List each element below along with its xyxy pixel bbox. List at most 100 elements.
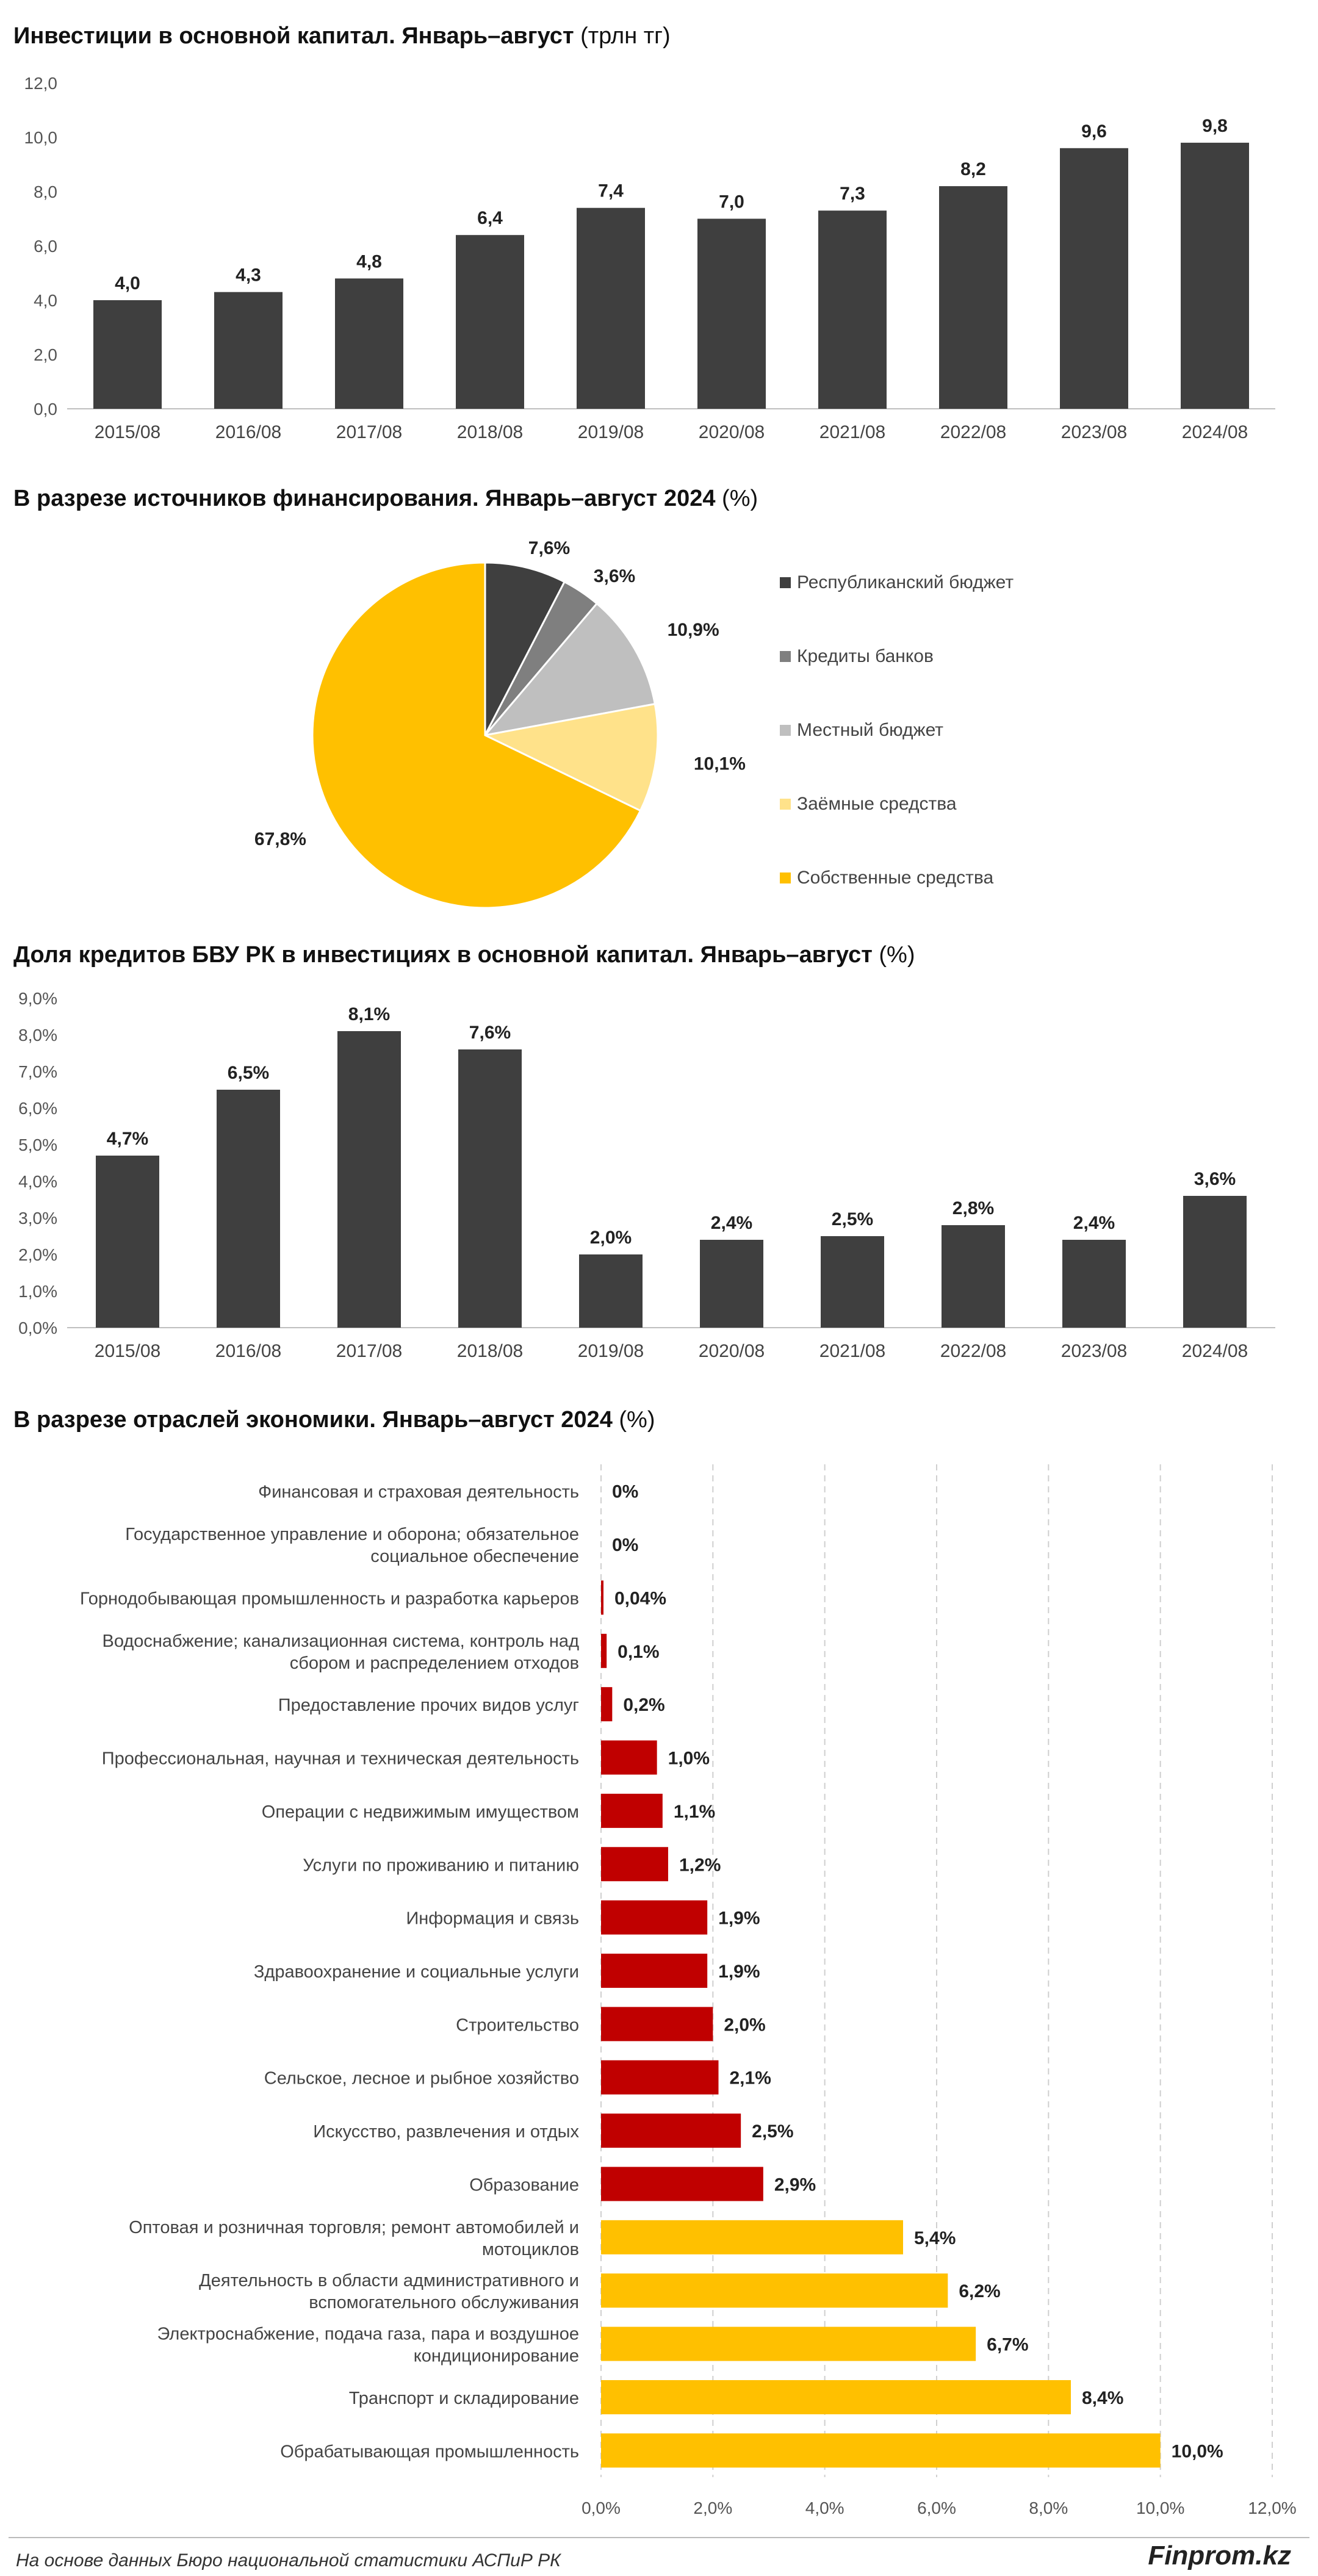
- bar: [601, 1580, 603, 1615]
- source-note: На основе данных Бюро национальной стати…: [16, 2550, 561, 2571]
- category-label: Услуги по проживанию и питанию: [303, 1855, 579, 1875]
- bar: [93, 300, 162, 409]
- x-tick-label: 2023/08: [1061, 422, 1127, 442]
- category-label: Горнодобывающая промышленность и разрабо…: [80, 1589, 579, 1608]
- bar: [601, 1633, 607, 1668]
- x-tick-label: 2015/08: [95, 1341, 160, 1361]
- bar: [217, 1090, 280, 1328]
- sources-panel: В разрезе источников финансирования. Янв…: [0, 476, 1318, 927]
- data-label: 1,2%: [679, 1855, 721, 1875]
- category-label: Сельское, лесное и рыбное хозяйство: [264, 2069, 579, 2089]
- bar: [601, 2114, 741, 2148]
- category-label: вспомогательного обслуживания: [309, 2293, 579, 2312]
- bar: [96, 1156, 159, 1328]
- x-tick-label: 2019/08: [578, 422, 644, 442]
- category-label: Образование: [469, 2175, 579, 2195]
- bar: [1181, 142, 1249, 409]
- x-tick-label: 10,0%: [1136, 2499, 1184, 2517]
- category-label: Финансовая и страховая деятельность: [258, 1483, 579, 1502]
- category-label: Операции с недвижимым имуществом: [262, 1802, 579, 1822]
- x-tick-label: 2024/08: [1182, 422, 1248, 442]
- data-label: 0,1%: [618, 1642, 659, 1662]
- data-label: 0,04%: [614, 1588, 666, 1608]
- category-label: Искусство, развлечения и отдых: [313, 2122, 579, 2142]
- slice-label: 10,1%: [694, 754, 746, 774]
- x-tick-label: 2018/08: [457, 422, 523, 442]
- bar: [214, 292, 283, 409]
- data-label: 2,9%: [774, 2175, 816, 2195]
- bar: [601, 2273, 948, 2308]
- bar: [579, 1254, 643, 1328]
- x-tick-label: 2022/08: [940, 422, 1006, 442]
- data-label: 9,8: [1202, 116, 1228, 136]
- y-tick-label: 2,0: [34, 345, 57, 364]
- legend-label: Заёмные средства: [797, 794, 957, 814]
- data-label: 0%: [612, 1482, 638, 1502]
- bar: [458, 1049, 522, 1328]
- category-label: Государственное управление и оборона; об…: [125, 1525, 579, 1544]
- data-label: 0,2%: [623, 1695, 664, 1715]
- bar: [1183, 1196, 1247, 1328]
- x-tick-label: 6,0%: [917, 2499, 956, 2517]
- legend-swatch: [780, 725, 791, 736]
- slice-label: 10,9%: [668, 620, 719, 640]
- y-tick-label: 4,0: [34, 291, 57, 310]
- legend-label: Собственные средства: [797, 868, 993, 888]
- data-label: 2,1%: [730, 2068, 771, 2089]
- bar: [601, 2060, 719, 2095]
- data-label: 5,4%: [914, 2228, 956, 2248]
- y-tick-label: 12,0: [24, 74, 58, 93]
- bar: [601, 2167, 763, 2201]
- data-label: 2,5%: [832, 1209, 873, 1229]
- bar: [601, 2380, 1071, 2414]
- data-label: 1,0%: [668, 1749, 710, 1769]
- x-tick-label: 0,0%: [582, 2499, 621, 2517]
- data-label: 4,3: [236, 265, 261, 286]
- bar: [601, 1793, 663, 1828]
- bar: [456, 235, 524, 409]
- x-tick-label: 2024/08: [1182, 1341, 1248, 1361]
- bar: [821, 1236, 884, 1328]
- category-label: кондиционирование: [414, 2347, 579, 2366]
- category-label: сбором и распределением отходов: [290, 1653, 579, 1673]
- pie-slice: [484, 561, 566, 736]
- y-tick-label: 2,0%: [18, 1245, 57, 1264]
- data-label: 8,2: [960, 159, 986, 179]
- data-label: 2,4%: [1073, 1213, 1115, 1233]
- x-tick-label: 2020/08: [699, 422, 765, 442]
- legend-label: Кредиты банков: [797, 646, 934, 666]
- bank-share-bar-chart: 0,0% 1,0% 2,0% 3,0% 4,0% 5,0% 6,0% 7,0% 8,0% 9,0%…: [18, 989, 1275, 1361]
- bar: [601, 1687, 613, 1722]
- legend-swatch: [780, 577, 791, 588]
- slice-label: 3,6%: [594, 566, 635, 586]
- sources-title: В разрезе источников финансирования. Янв…: [13, 486, 758, 511]
- x-tick-label: 2017/08: [336, 1341, 402, 1361]
- legend-swatch: [780, 872, 791, 883]
- brand-logo: Finprom.kz: [1148, 2541, 1291, 2571]
- bar: [601, 2326, 976, 2361]
- bank-share-title: Доля кредитов БВУ РК в инвестициях в осн…: [13, 942, 915, 968]
- data-label: 3,6%: [1194, 1169, 1236, 1189]
- bar: [601, 1847, 668, 1882]
- y-tick-label: 10,0: [24, 128, 58, 147]
- y-tick-label: 6,0: [34, 237, 57, 256]
- bar: [939, 186, 1007, 409]
- legend-label: Местный бюджет: [797, 720, 943, 740]
- x-tick-label: 2018/08: [457, 1341, 523, 1361]
- x-tick-label: 2015/08: [95, 422, 160, 442]
- bar: [337, 1031, 401, 1328]
- x-tick-label: 2016/08: [215, 1341, 281, 1361]
- slice-label: 67,8%: [254, 829, 306, 849]
- industries-title: В разрезе отраслей экономики. Январь–авг…: [13, 1407, 655, 1433]
- bar: [818, 210, 887, 409]
- data-label: 4,0: [115, 273, 140, 293]
- data-label: 1,9%: [718, 1909, 760, 1929]
- data-label: 7,4: [598, 181, 624, 201]
- x-tick-label: 2021/08: [819, 422, 885, 442]
- data-label: 7,3: [840, 184, 865, 204]
- pie-slice: [483, 602, 657, 737]
- category-label: Оптовая и розничная торговля; ремонт авт…: [129, 2218, 579, 2237]
- category-label: Предоставление прочих видов услуг: [278, 1696, 579, 1715]
- data-label: 4,7%: [107, 1129, 148, 1149]
- bar: [697, 218, 766, 409]
